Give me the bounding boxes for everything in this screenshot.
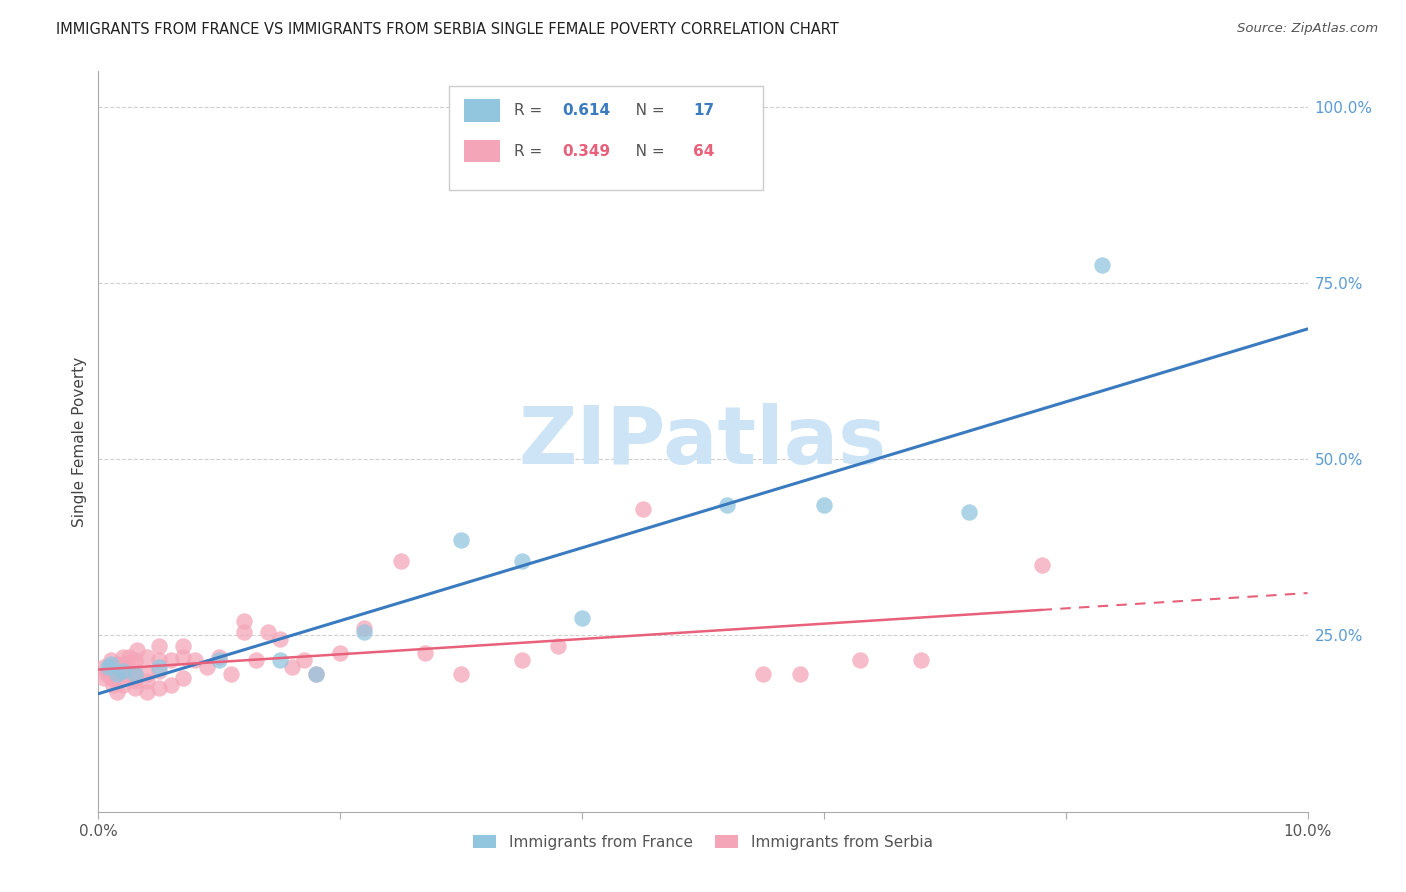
Point — [172, 649, 194, 664]
Point — [111, 657, 134, 671]
Point — [135, 674, 157, 689]
Point — [100, 653, 122, 667]
Point — [910, 653, 932, 667]
Text: 0.614: 0.614 — [562, 103, 610, 118]
Point — [353, 621, 375, 635]
Point — [957, 505, 980, 519]
Point — [101, 678, 124, 692]
Point — [135, 649, 157, 664]
Text: N =: N = — [621, 144, 669, 159]
Point — [510, 554, 533, 568]
Point — [172, 639, 194, 653]
Point — [547, 639, 569, 653]
Point — [114, 657, 136, 671]
Point — [789, 667, 811, 681]
Point — [124, 653, 146, 667]
Point — [571, 611, 593, 625]
Text: N =: N = — [621, 103, 669, 118]
Point — [97, 664, 120, 678]
Point — [135, 685, 157, 699]
Text: 0.349: 0.349 — [562, 144, 610, 159]
Point — [111, 649, 134, 664]
Text: 64: 64 — [693, 144, 714, 159]
Point — [148, 653, 170, 667]
Point — [100, 657, 122, 671]
Point — [450, 667, 472, 681]
Point — [1031, 558, 1053, 572]
Text: Source: ZipAtlas.com: Source: ZipAtlas.com — [1237, 22, 1378, 36]
Point — [124, 671, 146, 685]
Point — [148, 664, 170, 678]
Point — [135, 667, 157, 681]
Point — [93, 660, 115, 674]
Point — [221, 667, 243, 681]
Point — [148, 681, 170, 696]
Point — [118, 649, 141, 664]
Text: R =: R = — [515, 144, 547, 159]
Point — [813, 498, 835, 512]
Point — [389, 554, 412, 568]
Legend: Immigrants from France, Immigrants from Serbia: Immigrants from France, Immigrants from … — [467, 829, 939, 856]
Point — [93, 671, 115, 685]
Point — [305, 667, 328, 681]
Point — [111, 678, 134, 692]
Point — [111, 664, 134, 678]
Text: ZIPatlas: ZIPatlas — [519, 402, 887, 481]
Point — [124, 657, 146, 671]
Point — [269, 632, 291, 646]
Y-axis label: Single Female Poverty: Single Female Poverty — [72, 357, 87, 526]
Text: R =: R = — [515, 103, 547, 118]
Point — [100, 660, 122, 674]
Point — [160, 653, 183, 667]
Point — [184, 653, 207, 667]
Point — [111, 671, 134, 685]
Point — [208, 649, 231, 664]
Point — [329, 646, 352, 660]
Point — [752, 667, 775, 681]
Point — [127, 642, 149, 657]
Point — [160, 678, 183, 692]
Point — [96, 667, 118, 681]
Point — [281, 660, 304, 674]
Point — [305, 667, 328, 681]
Point — [148, 660, 170, 674]
Point — [105, 667, 128, 681]
FancyBboxPatch shape — [464, 100, 501, 121]
Point — [124, 667, 146, 681]
Point — [413, 646, 436, 660]
FancyBboxPatch shape — [449, 87, 763, 190]
Point — [232, 615, 254, 629]
Point — [100, 671, 122, 685]
Point — [105, 667, 128, 681]
Text: 17: 17 — [693, 103, 714, 118]
Point — [245, 653, 267, 667]
Point — [716, 498, 738, 512]
Point — [148, 639, 170, 653]
Point — [208, 653, 231, 667]
Point — [510, 653, 533, 667]
Point — [111, 664, 134, 678]
Point — [124, 681, 146, 696]
Point — [124, 667, 146, 681]
FancyBboxPatch shape — [464, 140, 501, 162]
Point — [450, 533, 472, 548]
Point — [292, 653, 315, 667]
Point — [172, 671, 194, 685]
Point — [353, 624, 375, 639]
Point — [195, 660, 218, 674]
Point — [631, 501, 654, 516]
Point — [124, 674, 146, 689]
Point — [105, 685, 128, 699]
Point — [256, 624, 278, 639]
Text: IMMIGRANTS FROM FRANCE VS IMMIGRANTS FROM SERBIA SINGLE FEMALE POVERTY CORRELATI: IMMIGRANTS FROM FRANCE VS IMMIGRANTS FRO… — [56, 22, 839, 37]
Point — [1091, 258, 1114, 272]
Point — [97, 660, 120, 674]
Point — [849, 653, 872, 667]
Point — [105, 657, 128, 671]
Point — [103, 671, 125, 685]
Point — [232, 624, 254, 639]
Point — [269, 653, 291, 667]
